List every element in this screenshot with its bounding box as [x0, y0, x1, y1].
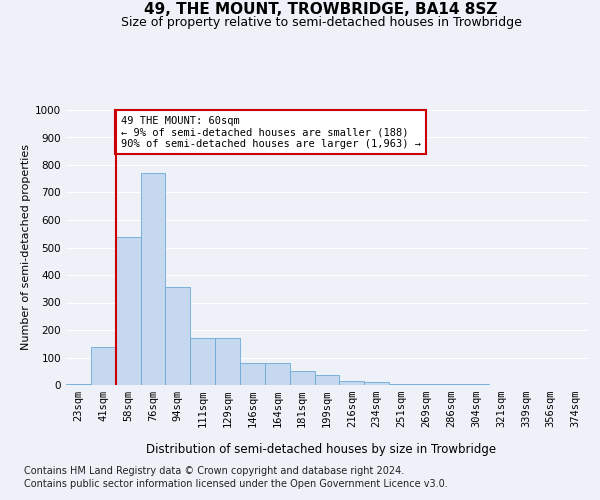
- Bar: [439, 384, 464, 385]
- Bar: [190, 338, 215, 385]
- Bar: [340, 381, 364, 385]
- Bar: [314, 376, 340, 385]
- Bar: [414, 384, 439, 385]
- Text: Distribution of semi-detached houses by size in Trowbridge: Distribution of semi-detached houses by …: [146, 442, 496, 456]
- Text: 49 THE MOUNT: 60sqm
← 9% of semi-detached houses are smaller (188)
90% of semi-d: 49 THE MOUNT: 60sqm ← 9% of semi-detache…: [121, 116, 421, 148]
- Bar: [166, 288, 190, 385]
- Bar: [265, 363, 290, 385]
- Bar: [464, 384, 488, 385]
- Bar: [389, 384, 414, 385]
- Text: Size of property relative to semi-detached houses in Trowbridge: Size of property relative to semi-detach…: [121, 16, 521, 29]
- Bar: [364, 382, 389, 385]
- Text: 49, THE MOUNT, TROWBRIDGE, BA14 8SZ: 49, THE MOUNT, TROWBRIDGE, BA14 8SZ: [145, 2, 497, 18]
- Bar: [290, 371, 314, 385]
- Text: Contains public sector information licensed under the Open Government Licence v3: Contains public sector information licen…: [24, 479, 448, 489]
- Bar: [215, 338, 240, 385]
- Bar: [66, 384, 91, 385]
- Bar: [240, 363, 265, 385]
- Y-axis label: Number of semi-detached properties: Number of semi-detached properties: [21, 144, 31, 350]
- Text: Contains HM Land Registry data © Crown copyright and database right 2024.: Contains HM Land Registry data © Crown c…: [24, 466, 404, 476]
- Bar: [116, 236, 140, 385]
- Bar: [91, 346, 116, 385]
- Bar: [140, 174, 166, 385]
